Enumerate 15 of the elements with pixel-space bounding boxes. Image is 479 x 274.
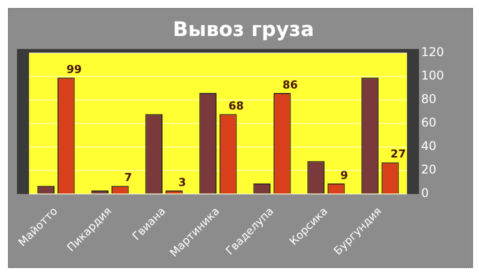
y-tick-label: 60 bbox=[421, 116, 436, 130]
y-tick-label: 80 bbox=[421, 92, 436, 106]
y-tick-label: 120 bbox=[421, 45, 444, 60]
data-label: 9 bbox=[340, 168, 348, 182]
data-label: 7 bbox=[124, 171, 132, 184]
data-label: 3 bbox=[178, 176, 186, 189]
y-tick-label: 40 bbox=[421, 139, 436, 154]
y-tick-label: 100 bbox=[421, 68, 444, 83]
data-label: 68 bbox=[228, 99, 244, 112]
y-tick-label: 0 bbox=[421, 186, 429, 200]
y-tick-label: 20 bbox=[421, 162, 436, 177]
data-label: 86 bbox=[282, 78, 298, 92]
data-label: 99 bbox=[66, 63, 82, 76]
data-label: 27 bbox=[390, 148, 406, 161]
chart-title: Вывоз груза bbox=[172, 17, 314, 42]
